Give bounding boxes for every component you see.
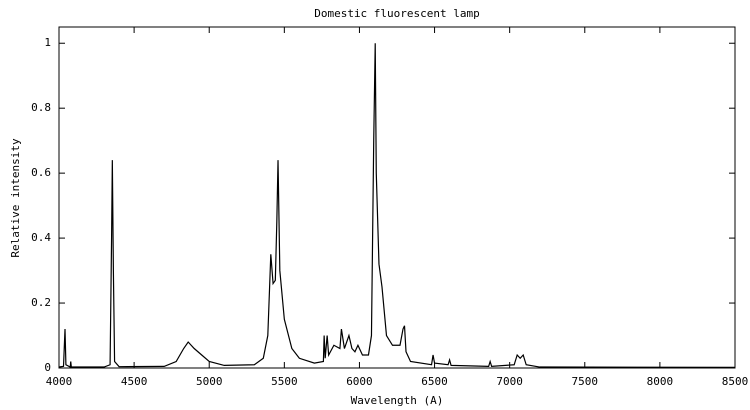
x-tick-label: 7500 (572, 375, 599, 388)
y-tick-label: 1 (44, 36, 51, 49)
y-axis-label: Relative intensity (9, 138, 22, 258)
plot-frame (58, 26, 736, 369)
x-tick-label: 6000 (346, 375, 373, 388)
y-tick-label: 0.2 (31, 296, 51, 309)
y-tick-label: 0 (44, 361, 51, 374)
x-tick-label: 4500 (121, 375, 148, 388)
chart-title: Domestic fluorescent lamp (314, 7, 480, 20)
x-tick-label: 8000 (647, 375, 674, 388)
x-tick-label: 6500 (421, 375, 448, 388)
x-tick-label: 8500 (722, 375, 749, 388)
x-tick-label: 4000 (46, 375, 73, 388)
x-tick-label: 5000 (196, 375, 223, 388)
y-tick-label: 0.8 (31, 101, 51, 114)
spectrum-line (58, 43, 736, 368)
y-tick-label: 0.4 (31, 231, 51, 244)
x-axis-label: Wavelength (A) (351, 394, 444, 407)
x-tick-label: 5500 (271, 375, 298, 388)
y-tick-label: 0.6 (31, 166, 51, 179)
x-tick-label: 7000 (496, 375, 523, 388)
